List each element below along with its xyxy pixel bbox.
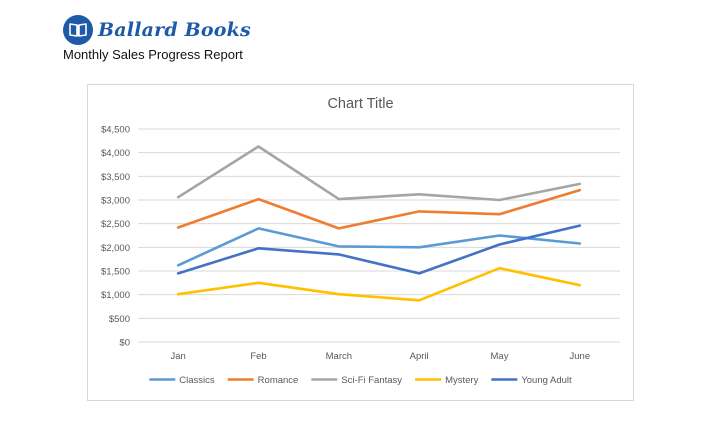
series-line-romance: [176, 188, 582, 230]
y-tick-label: $0: [119, 338, 130, 349]
y-tick-label: $3,500: [101, 172, 130, 183]
x-tick-label: Feb: [250, 351, 266, 362]
x-tick-label: June: [570, 351, 591, 362]
x-tick-label: March: [326, 351, 352, 362]
y-tick-label: $4,500: [101, 125, 130, 136]
legend-label-young-adult: Young Adult: [521, 375, 572, 386]
series-line-mystery: [176, 266, 582, 302]
y-tick-label: $2,000: [101, 243, 130, 254]
legend-label-sci-fi-fantasy: Sci-Fi Fantasy: [341, 375, 402, 386]
y-tick-label: $3,000: [101, 196, 130, 207]
y-tick-label: $1,000: [101, 290, 130, 301]
series-line-sci-fi-fantasy: [176, 145, 582, 202]
chart-container: Chart Title $0 $500 $1,000 $1,500 $2,000 $2,50…: [87, 84, 634, 401]
x-tick-label: Jan: [171, 351, 186, 362]
legend-label-romance: Romance: [258, 375, 299, 386]
chart-title: Chart Title: [327, 96, 393, 112]
book-icon: [63, 15, 93, 45]
y-tick-label: $500: [109, 314, 130, 325]
x-tick-label: April: [410, 351, 429, 362]
series-line-young-adult: [176, 224, 582, 275]
legend-label-mystery: Mystery: [445, 375, 479, 386]
legend-label-classics: Classics: [179, 375, 215, 386]
y-tick-label: $4,000: [101, 148, 130, 159]
brand-header: Ballard Books: [63, 13, 251, 47]
report-subtitle: Monthly Sales Progress Report: [63, 47, 243, 62]
y-tick-label: $2,500: [101, 219, 130, 230]
brand-name: Ballard Books: [98, 19, 251, 41]
series-line-classics: [176, 227, 582, 267]
x-tick-label: May: [491, 351, 509, 362]
y-tick-label: $1,500: [101, 267, 130, 278]
line-chart: Chart Title $0 $500 $1,000 $1,500 $2,000 $2,50…: [101, 96, 620, 386]
